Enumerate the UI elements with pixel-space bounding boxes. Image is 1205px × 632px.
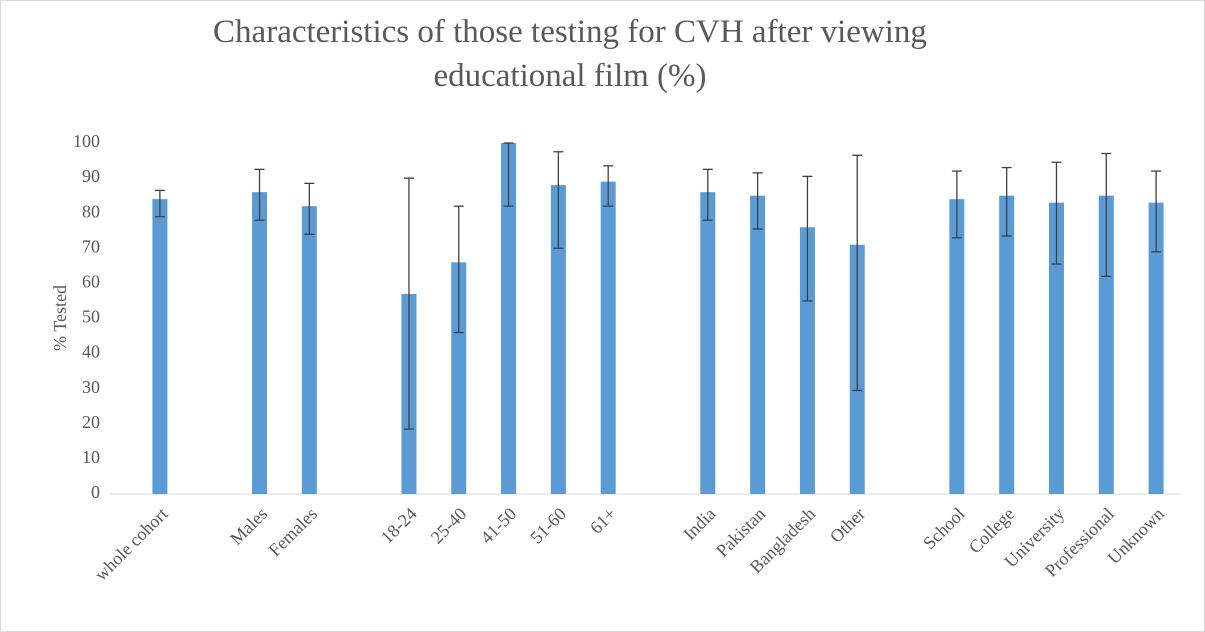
bar [152, 199, 168, 494]
bar [1048, 202, 1064, 495]
y-tick-label: 70 [82, 236, 100, 256]
error-bar [1051, 161, 1062, 265]
y-tick-label: 30 [82, 377, 100, 397]
bar [600, 181, 616, 495]
chart-title: Characteristics of those testing for CVH… [213, 14, 927, 94]
y-tick-label: 60 [82, 272, 100, 292]
x-tick-label: whole cohort [91, 504, 172, 585]
y-tick-label: 100 [73, 131, 100, 151]
error-bar [154, 189, 165, 218]
x-tick-label: India [679, 504, 719, 544]
y-tick-label: 50 [82, 307, 100, 327]
error-bar [553, 151, 564, 249]
y-tick-label: 80 [82, 201, 100, 221]
x-tick-label: Females [265, 504, 322, 561]
error-bar [802, 175, 813, 302]
bar [1148, 202, 1164, 495]
y-axis-label: % Tested [50, 285, 70, 351]
x-tick-label: 25-40 [427, 504, 471, 548]
error-bar [603, 165, 614, 207]
bar [1098, 195, 1114, 494]
y-tick-label: 40 [82, 342, 100, 362]
error-bar [453, 205, 464, 334]
error-bar [503, 142, 514, 207]
bar [999, 195, 1015, 494]
bar [501, 143, 517, 494]
x-tick-label: 61+ [586, 504, 620, 538]
y-tick-label: 0 [91, 482, 100, 502]
error-bar [852, 154, 863, 392]
bar [550, 185, 566, 494]
x-tick-label: Other [826, 504, 869, 547]
bar [451, 262, 467, 494]
bar [949, 199, 965, 494]
error-bar [403, 177, 414, 430]
bar [799, 227, 815, 495]
error-bar [304, 182, 315, 235]
x-tick-label: Males [226, 504, 271, 549]
y-tick-label: 90 [82, 166, 100, 186]
error-bar [752, 172, 763, 230]
y-tick-label: 20 [82, 412, 100, 432]
x-tick-label: 51-60 [526, 504, 570, 548]
error-bar [1151, 170, 1162, 253]
error-bar [951, 170, 962, 239]
x-tick-label: 41-50 [476, 504, 520, 548]
error-bar [254, 168, 265, 221]
error-bar [702, 168, 713, 221]
bar [750, 195, 766, 494]
x-tick-label: 18-24 [377, 504, 421, 548]
bar [301, 206, 317, 494]
error-bar [1001, 166, 1012, 237]
x-tick-label: School [919, 504, 969, 554]
y-tick-label: 10 [82, 447, 100, 467]
error-bar [1101, 152, 1112, 278]
bar [252, 192, 268, 494]
bar [700, 192, 716, 494]
